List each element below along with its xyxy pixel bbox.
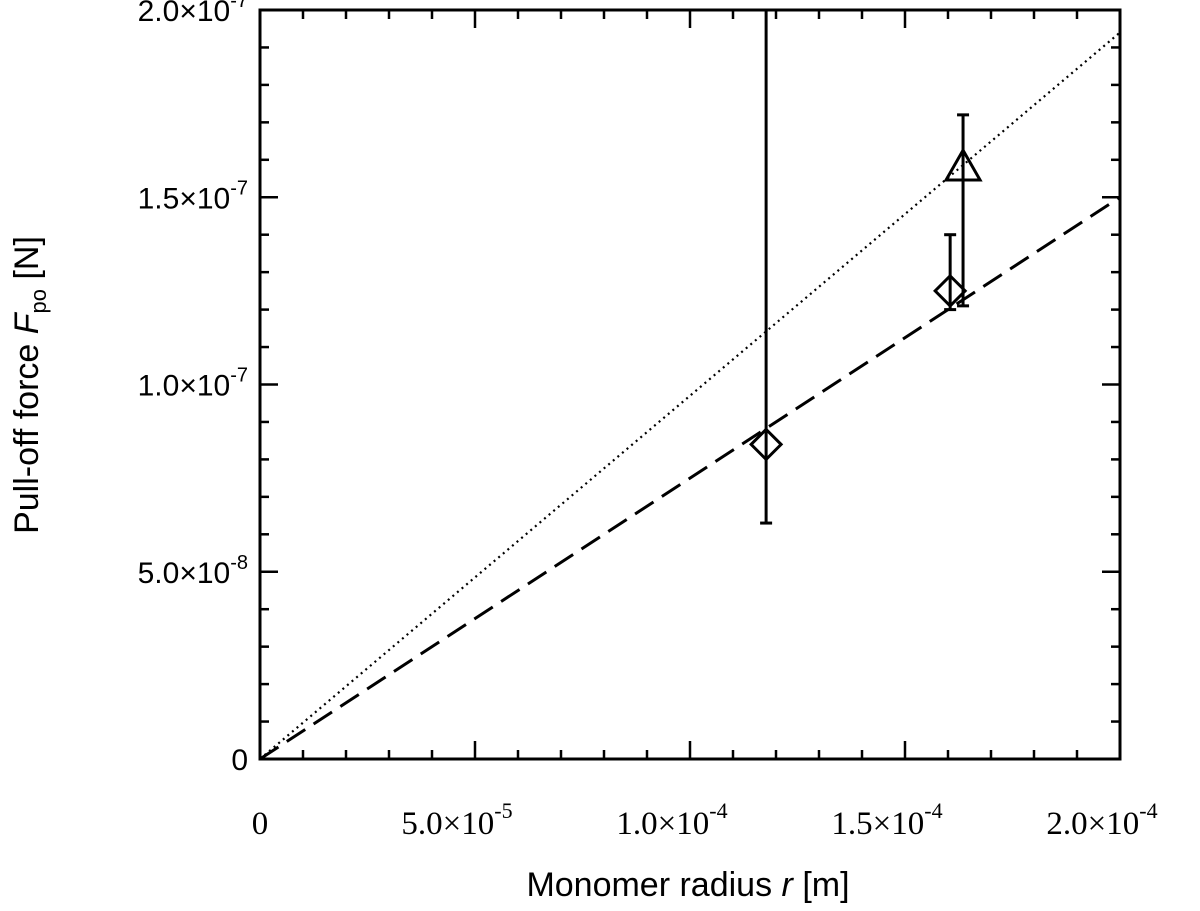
x-tick-label-5-mantissa: 2.0×10 (1046, 806, 1139, 842)
y-tick-label-1-mantissa: 0 (231, 744, 248, 777)
x-tick-label-5: 2.0×10-4 (1046, 798, 1157, 842)
y-tick-label-5-mantissa: 2.0×10 (138, 0, 231, 28)
dashed-line-1 (259, 195, 1121, 761)
dotted-line-2 (259, 31, 1121, 760)
y-tick-label-3: 1.0×10-7 (138, 365, 248, 403)
y-axis-title-pre: Pull-off force (8, 334, 46, 534)
plot-frame (258, 8, 1122, 761)
x-tick-label-2-exponent: -5 (494, 798, 512, 823)
x-tick-label-2: 5.0×10-5 (401, 798, 512, 842)
data-points (748, 8, 983, 525)
tick-labels: 05.0×10-81.0×10-71.5×10-72.0×10-70 5.0×10… (138, 0, 1158, 842)
x-tick-label-4: 1.5×10-4 (831, 798, 942, 842)
x-axis-title-pre: Monomer radius (526, 866, 781, 904)
x-tick-label-4-mantissa: 1.5×10 (831, 806, 924, 842)
triangle-marker-3 (943, 147, 983, 182)
fit-lines (259, 31, 1121, 761)
y-tick-label-4-mantissa: 1.5×10 (138, 182, 231, 215)
y-axis-title-sub: po (26, 289, 51, 313)
y-tick-label-4-exponent: -7 (230, 177, 248, 199)
x-tick-label-1: 0 (252, 806, 269, 842)
y-axis-title-var: F (8, 311, 46, 334)
x-axis-title-var: r (782, 866, 795, 904)
x-tick-label-3: 1.0×10-4 (616, 798, 727, 842)
y-tick-label-2: 5.0×10-8 (138, 552, 248, 590)
x-tick-label-2-mantissa: 5.0×10 (401, 806, 494, 842)
x-tick-label-1-mantissa: 0 (252, 806, 269, 842)
y-tick-label-5: 2.0×10-7 (138, 0, 248, 28)
y-tick-label-3-exponent: -7 (230, 365, 248, 387)
x-tick-label-3-exponent: -4 (709, 798, 727, 823)
x-tick-label-3-mantissa: 1.0×10 (616, 806, 709, 842)
y-tick-label-1: 0 (231, 744, 248, 777)
y-axis-title-post: [N] (8, 236, 46, 289)
y-tick-label-4: 1.5×10-7 (138, 177, 248, 215)
y-tick-label-3-mantissa: 1.0×10 (138, 370, 231, 403)
x-tick-label-4-exponent: -4 (924, 798, 942, 823)
x-axis-title: Monomer radius r [m] (526, 866, 849, 904)
x-tick-label-5-exponent: -4 (1139, 798, 1157, 823)
y-tick-label-5-exponent: -7 (230, 0, 248, 12)
diamond-marker-1 (748, 427, 784, 462)
diamond-marker-2 (933, 273, 968, 308)
y-tick-label-2-mantissa: 5.0×10 (138, 557, 231, 590)
x-axis-title-post: [m] (793, 866, 850, 904)
y-tick-label-2-exponent: -8 (230, 552, 248, 574)
tick-marks (258, 8, 1122, 761)
y-axis-title: Pull-off force Fpo [N] (8, 236, 51, 534)
